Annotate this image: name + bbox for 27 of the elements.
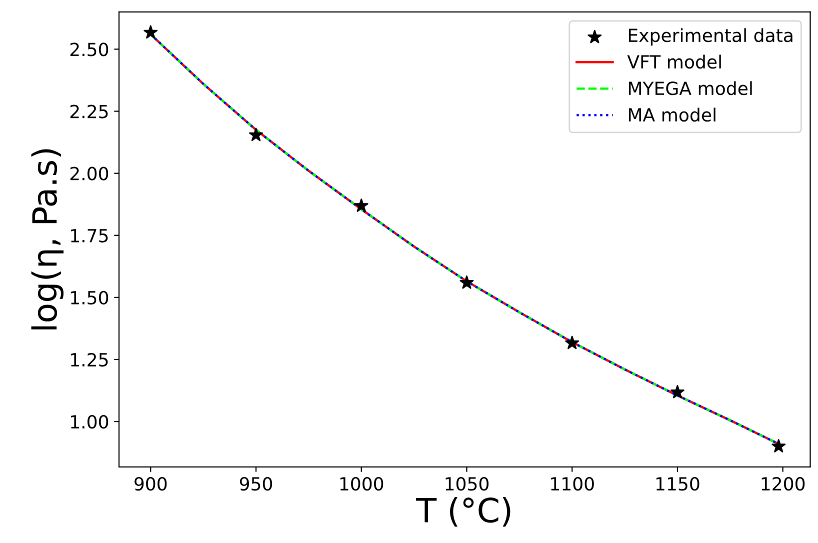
legend-label: MYEGA model xyxy=(628,81,752,96)
x-tick-label: 1200 xyxy=(762,477,805,491)
legend-label: VFT model xyxy=(627,54,721,69)
x-tick-label: 1100 xyxy=(551,477,594,491)
y-tick-label: 2.50 xyxy=(70,42,108,56)
y-axis-title: log(η, Pa.s) xyxy=(31,149,64,330)
x-tick-label: 950 xyxy=(240,477,272,491)
point xyxy=(249,128,263,142)
y-tick-label: 1.75 xyxy=(71,229,108,242)
legend-label: Experimental data xyxy=(628,28,792,46)
point xyxy=(460,276,474,289)
y-tick-label: 2.00 xyxy=(70,166,108,180)
point xyxy=(772,439,786,452)
x-tick-label: 900 xyxy=(134,477,167,491)
x-tick-label: 1050 xyxy=(446,477,489,491)
point xyxy=(354,198,368,212)
x-axis-title: T (°C) xyxy=(416,496,510,527)
y-tick-label: 1.50 xyxy=(71,290,108,305)
legend-label: MA model xyxy=(628,108,716,122)
point xyxy=(565,336,580,350)
x-tick-label: 1150 xyxy=(656,477,700,491)
y-tick-label: 1.25 xyxy=(71,352,108,367)
y-tick-label: 1.00 xyxy=(71,415,108,429)
point xyxy=(670,384,684,398)
x-tick-label: 1000 xyxy=(340,477,384,491)
y-tick-label: 2.25 xyxy=(70,104,108,118)
point xyxy=(144,25,158,39)
